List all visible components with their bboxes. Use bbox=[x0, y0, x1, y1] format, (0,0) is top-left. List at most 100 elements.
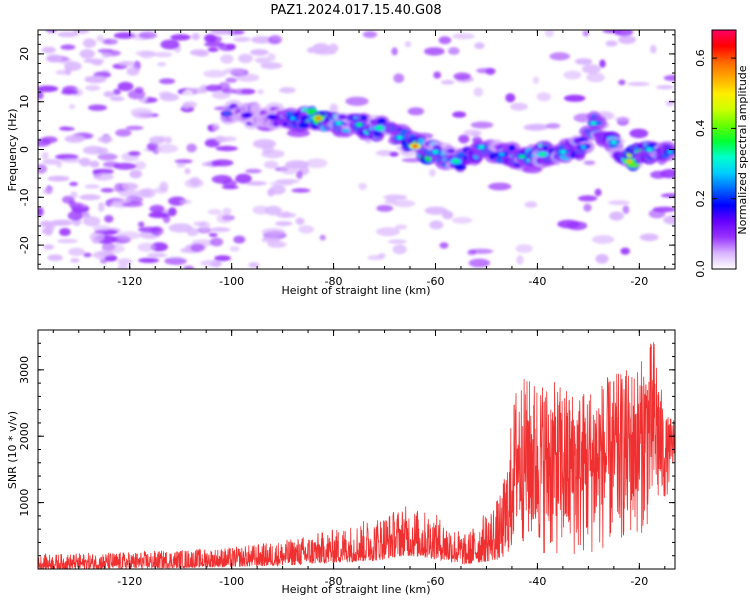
noise-blob bbox=[61, 89, 79, 95]
noise-blob bbox=[167, 207, 177, 217]
noise-blob bbox=[280, 211, 291, 218]
spectrogram-y-tick-label: 0 bbox=[18, 146, 31, 153]
noise-blob bbox=[82, 216, 101, 227]
noise-blob bbox=[47, 254, 63, 261]
noise-blob bbox=[183, 265, 195, 269]
noise-blob bbox=[88, 104, 107, 111]
noise-blob bbox=[574, 58, 593, 65]
noise-blob bbox=[515, 244, 533, 253]
noise-blob bbox=[189, 176, 201, 187]
colorbar-tick-label: 0.6 bbox=[694, 49, 707, 67]
noise-blob bbox=[545, 30, 554, 38]
ridge-peak bbox=[498, 152, 505, 156]
noise-blob bbox=[168, 266, 176, 269]
spectrogram-y-label: Frequency (Hz) bbox=[6, 109, 19, 192]
colorbar-gradient bbox=[711, 29, 737, 270]
noise-blob bbox=[82, 145, 104, 155]
noise-blob bbox=[59, 228, 71, 236]
noise-blob bbox=[474, 42, 485, 50]
noise-blob bbox=[89, 160, 100, 168]
ridge-peak bbox=[610, 140, 617, 144]
noise-blob bbox=[210, 261, 222, 268]
ridge-peak bbox=[590, 121, 597, 125]
noise-blob bbox=[39, 220, 54, 228]
spectrogram-x-tick-label: -120 bbox=[117, 275, 142, 288]
spectrogram-y-tick-label: 20 bbox=[18, 47, 31, 61]
ridge-cell bbox=[417, 138, 425, 146]
colorbar-tick-label: 0.4 bbox=[694, 120, 707, 138]
noise-blob bbox=[150, 242, 168, 252]
snr-y-tick-label: 3000 bbox=[18, 356, 31, 384]
noise-blob bbox=[438, 36, 452, 45]
ridge-peak bbox=[376, 126, 383, 130]
spectrogram-y-tick-label: -10 bbox=[18, 188, 31, 206]
noise-blob bbox=[96, 34, 105, 43]
noise-blob bbox=[608, 200, 630, 206]
noise-blob bbox=[128, 151, 141, 157]
noise-blob bbox=[564, 94, 586, 102]
noise-blob bbox=[184, 168, 191, 175]
noise-blob bbox=[104, 254, 118, 262]
noise-blob bbox=[117, 231, 141, 240]
noise-blob bbox=[468, 258, 491, 268]
noise-blob bbox=[207, 209, 222, 215]
noise-blob bbox=[384, 199, 398, 205]
ridge-peak bbox=[335, 121, 342, 125]
spectrogram-heatmap bbox=[38, 30, 675, 269]
snr-x-tick-label: -40 bbox=[528, 575, 546, 588]
noise-blob bbox=[452, 33, 475, 40]
noise-blob bbox=[532, 76, 540, 85]
noise-blob bbox=[210, 227, 231, 233]
noise-blob bbox=[510, 102, 528, 111]
snr-x-tick-label: -20 bbox=[630, 575, 648, 588]
noise-blob bbox=[295, 217, 305, 225]
noise-blob bbox=[439, 242, 449, 249]
noise-blob bbox=[639, 233, 659, 242]
noise-blob bbox=[155, 144, 179, 154]
snr-x-label: Height of straight line (km) bbox=[281, 583, 430, 596]
noise-blob bbox=[102, 38, 118, 45]
noise-blob bbox=[267, 241, 287, 248]
noise-blob bbox=[245, 168, 262, 174]
noise-blob bbox=[113, 32, 136, 39]
noise-blob bbox=[45, 30, 57, 33]
noise-blob bbox=[650, 170, 667, 179]
ridge-peak bbox=[646, 147, 653, 152]
snr-y-axis: 1000 2000 3000 bbox=[18, 329, 675, 570]
noise-blob bbox=[168, 196, 187, 206]
noise-blob bbox=[118, 60, 135, 67]
noise-blob bbox=[257, 89, 264, 95]
noise-blob bbox=[146, 252, 167, 258]
noise-blob bbox=[595, 253, 609, 264]
noise-blob bbox=[383, 194, 408, 201]
noise-blob bbox=[138, 257, 160, 263]
ridge-cell bbox=[338, 114, 347, 120]
noise-blob bbox=[358, 182, 367, 191]
noise-blob bbox=[440, 79, 455, 85]
noise-blob bbox=[38, 85, 59, 93]
noise-blob bbox=[158, 135, 167, 143]
noise-blob bbox=[629, 128, 649, 139]
noise-blob bbox=[663, 74, 675, 82]
ridge-peak bbox=[519, 155, 526, 159]
noise-blob bbox=[376, 204, 394, 212]
noise-blob bbox=[536, 92, 552, 102]
noise-blob bbox=[205, 84, 222, 92]
ridge-peak bbox=[452, 159, 459, 163]
noise-blob bbox=[285, 160, 309, 169]
noise-blob bbox=[41, 152, 49, 160]
noise-blob bbox=[656, 85, 674, 90]
spectrogram-x-tick-label: -20 bbox=[630, 275, 648, 288]
noise-blob bbox=[68, 247, 86, 256]
noise-blob bbox=[59, 126, 75, 131]
ridge-peak bbox=[626, 159, 633, 163]
figure-title: PAZ1.2024.017.15.40.G08 bbox=[270, 3, 441, 18]
noise-blob bbox=[82, 38, 97, 48]
noise-blob bbox=[345, 96, 369, 106]
noise-blob bbox=[613, 30, 634, 37]
noise-blob bbox=[117, 264, 129, 269]
noise-blob bbox=[183, 101, 197, 109]
noise-blob bbox=[79, 49, 95, 59]
noise-blob bbox=[97, 251, 115, 257]
